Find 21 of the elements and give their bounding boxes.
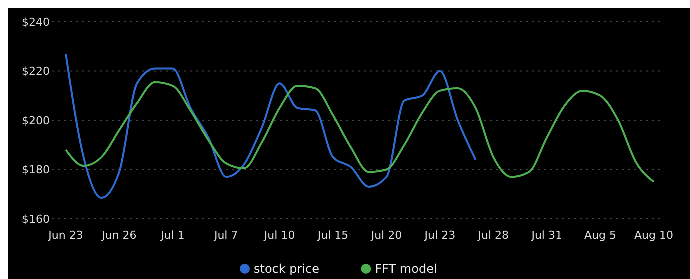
y-tick-label: $200 xyxy=(22,114,50,128)
line-series xyxy=(65,81,655,184)
y-tick-label: $160 xyxy=(22,212,50,226)
y-tick-label: $220 xyxy=(22,65,50,78)
x-tick-label: Jul 1 xyxy=(160,229,185,242)
x-tick-label: Jul 10 xyxy=(263,229,296,242)
x-tick-label: Jul 23 xyxy=(424,229,456,242)
x-tick-label: Jun 26 xyxy=(101,229,137,242)
y-tick-label: $180 xyxy=(22,164,50,177)
y-tick-label: $240 xyxy=(22,16,50,29)
x-tick-label: Jul 15 xyxy=(316,229,349,242)
x-tick-label: Aug 10 xyxy=(634,229,674,242)
x-tick-label: Jul 31 xyxy=(530,229,562,242)
x-tick-label: Jul 28 xyxy=(477,229,510,242)
line-series xyxy=(65,53,477,200)
x-tick-label: Jun 23 xyxy=(48,229,84,242)
legend-label: FFT model xyxy=(375,262,438,276)
x-tick-label: Jul 7 xyxy=(213,229,238,242)
legend-label: stock price xyxy=(254,262,320,276)
x-tick-label: Aug 5 xyxy=(584,229,617,242)
x-tick-label: Jul 20 xyxy=(370,229,402,242)
